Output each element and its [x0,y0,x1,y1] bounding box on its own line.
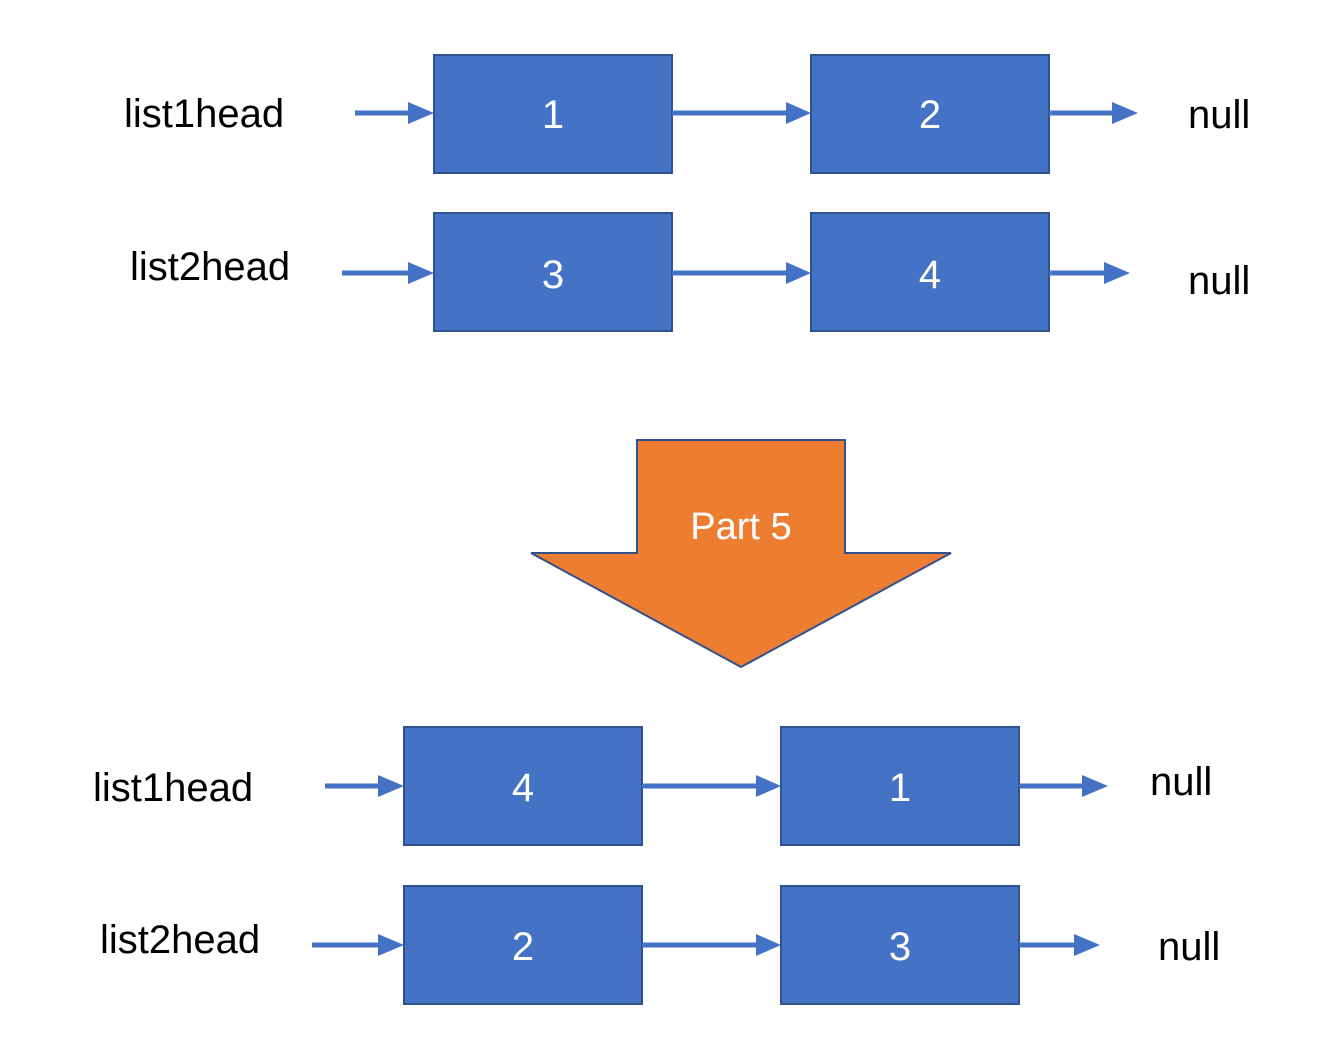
node-value: 2 [919,93,941,137]
node-value: 3 [542,253,564,297]
before-list2-node-1: 3 [433,212,673,332]
after-list1-head-pointer-arrow [325,775,404,797]
before-list1-node-1: 1 [433,54,673,174]
before-list1-head-label: list1head [124,92,284,136]
before-list2-row: list2head 3 4 null [130,212,1250,332]
after-list2-row: list2head 2 3 null [100,885,1220,1005]
before-list1-next-arrow [672,102,811,124]
before-list1-node-2: 2 [810,54,1050,174]
before-list2-head-pointer-arrow [342,262,434,284]
node-value: 4 [919,253,941,297]
after-list2-node-2: 3 [780,885,1020,1005]
after-list1-head-label: list1head [93,766,253,810]
after-list2-next-arrow [642,934,781,956]
node-value: 2 [512,925,534,969]
after-list1-tail-arrow [1019,775,1108,797]
node-value: 4 [512,766,534,810]
after-list1-row: list1head 4 1 null [93,726,1212,846]
node-value: 3 [889,925,911,969]
after-list1-node-2: 1 [780,726,1020,846]
transition-label: Part 5 [690,506,791,548]
before-list2-next-arrow [672,262,811,284]
before-list2-null-label: null [1188,259,1250,303]
before-list1-tail-arrow [1049,102,1138,124]
after-list2-null-label: null [1158,925,1220,969]
after-list1-node-1: 4 [403,726,643,846]
before-list2-head-label: list2head [130,245,290,289]
before-list2-node-2: 4 [810,212,1050,332]
after-list2-head-pointer-arrow [312,934,404,956]
transition-arrow: Part 5 [530,439,952,669]
after-list2-node-1: 2 [403,885,643,1005]
after-list2-tail-arrow [1019,934,1100,956]
after-list1-null-label: null [1150,760,1212,804]
before-list1-null-label: null [1188,93,1250,137]
before-list1-row: list1head 1 2 null [124,54,1250,174]
after-list1-next-arrow [642,775,781,797]
node-value: 1 [542,93,564,137]
before-list1-head-pointer-arrow [355,102,434,124]
node-value: 1 [889,766,911,810]
before-list2-tail-arrow [1049,262,1130,284]
down-arrow-shape [530,439,952,669]
after-list2-head-label: list2head [100,918,260,962]
